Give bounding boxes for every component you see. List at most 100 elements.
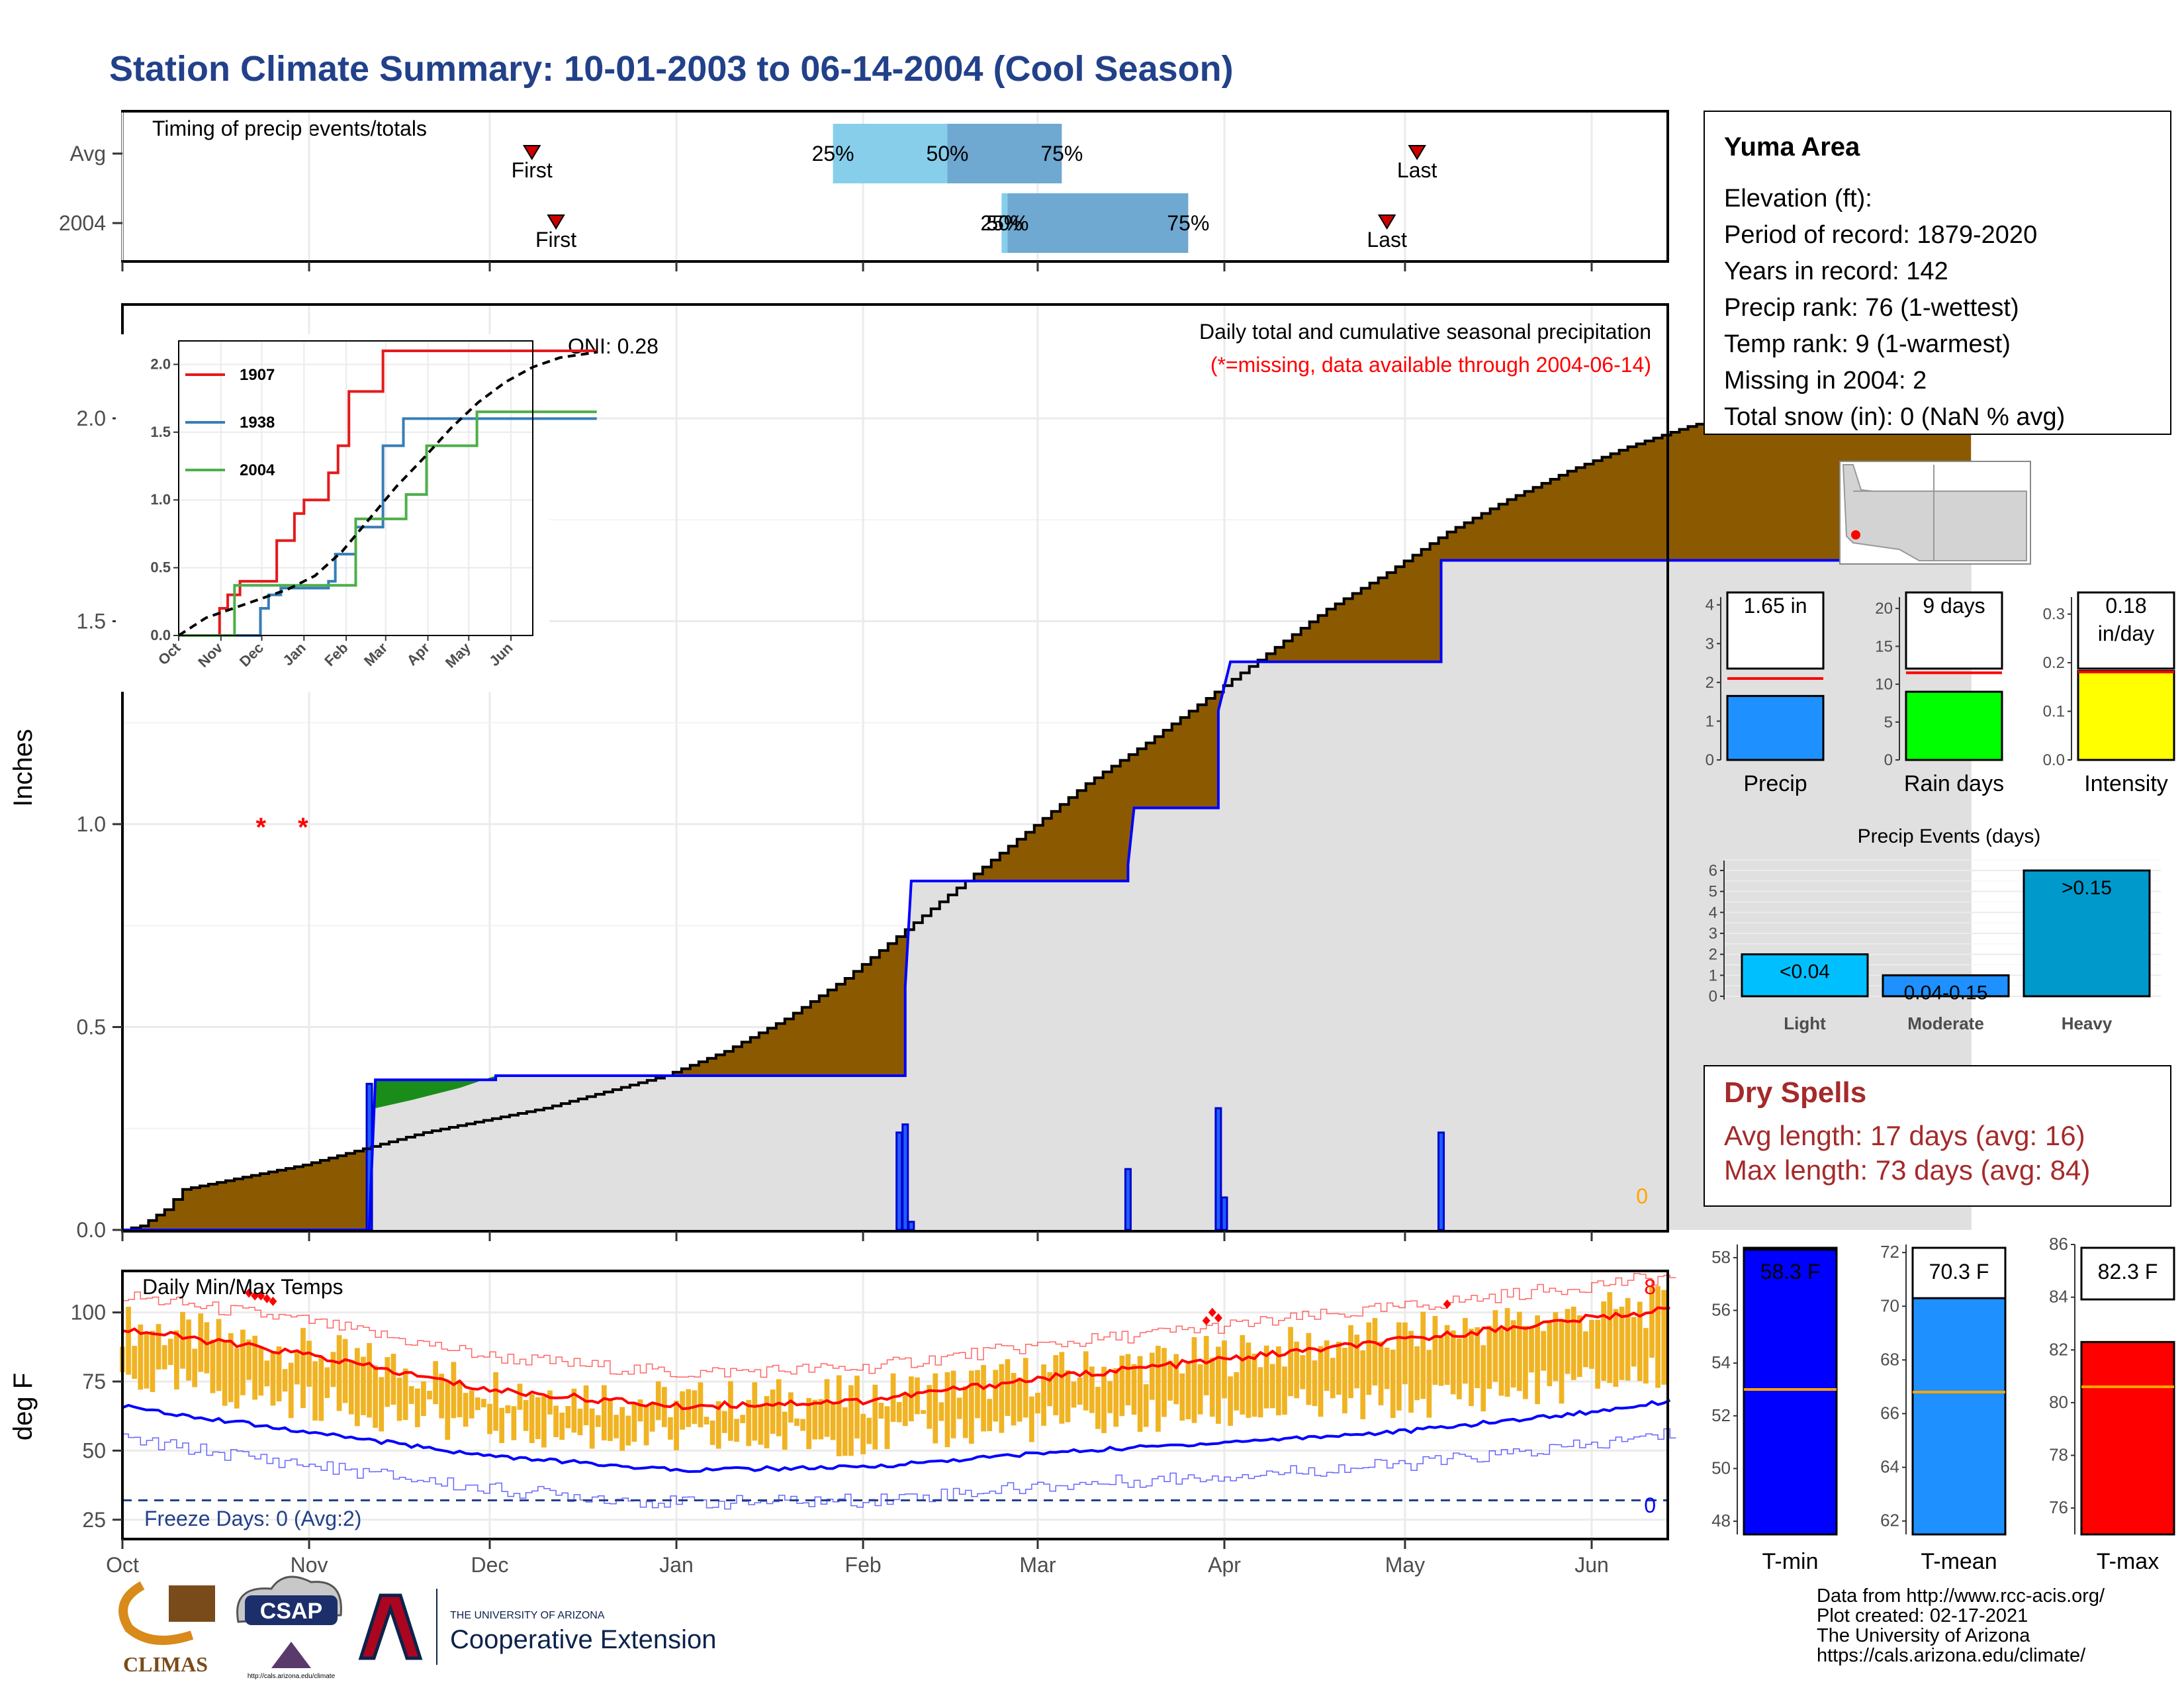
daily-temp-bar: [1475, 1327, 1480, 1389]
record-max-line: [122, 1273, 1676, 1378]
daily-temp-bar: [878, 1403, 884, 1419]
daily-temp-bar: [150, 1331, 156, 1392]
daily-temp-bar: [921, 1410, 926, 1414]
temp-summary-tick-label: 76: [2049, 1497, 2068, 1517]
daily-temp-bar: [541, 1395, 547, 1448]
station-detail-line: Total snow (in): 0 (NaN % avg): [1724, 403, 2065, 431]
daily-precip-bar: [1220, 1196, 1228, 1231]
daily-temp-bar: [246, 1339, 251, 1380]
daily-temp-bar: [1354, 1335, 1360, 1389]
inset-y-tick-label: 0.5: [150, 559, 171, 576]
daily-temp-bar: [1113, 1368, 1119, 1427]
daily-temp-bar: [830, 1401, 836, 1440]
daily-temp-bar: [469, 1390, 475, 1419]
dry-spells-title: Dry Spells: [1724, 1076, 1866, 1109]
daily-temp-bar: [1589, 1320, 1594, 1369]
precip-zero-label: 0: [1636, 1184, 1648, 1208]
daily-temp-bar: [294, 1352, 300, 1385]
temp-summary-tick-label: 52: [1711, 1405, 1731, 1425]
mini-bar-value-text: 9 days: [1923, 594, 1985, 618]
daily-temp-bar: [872, 1384, 878, 1450]
precip-y-tick-label: 0.0: [77, 1218, 106, 1242]
csap-wordmark: CSAP: [260, 1599, 322, 1624]
month-tick-label: Dec: [471, 1553, 509, 1577]
daily-temp-bar: [1276, 1346, 1281, 1416]
daily-temp-bar: [1288, 1327, 1293, 1397]
daily-temp-bar: [1222, 1340, 1227, 1399]
daily-temp-bar: [445, 1381, 451, 1440]
climas-wordmark: CLIMAS: [123, 1652, 208, 1676]
inset-frame: [178, 340, 533, 636]
daily-temp-bar: [1384, 1347, 1390, 1389]
logos: CLIMAS CSAP http://cals.arizona.edu/clim…: [118, 1575, 716, 1680]
daily-temp-bar: [499, 1407, 505, 1444]
climas-logo: CLIMAS: [118, 1581, 215, 1676]
first-event-marker: [547, 214, 565, 230]
daily-temp-bar: [595, 1415, 601, 1427]
daily-temp-bar: [1028, 1396, 1034, 1442]
station-detail-line: Period of record: 1879-2020: [1724, 221, 2037, 249]
daily-temp-bar: [1053, 1355, 1059, 1416]
daily-temp-bar: [1390, 1349, 1396, 1419]
events-category-label: Light: [1784, 1013, 1826, 1033]
credit-line: Plot created: 02-17-2021: [1817, 1605, 2028, 1626]
station-detail-line: Missing in 2004: 2: [1724, 367, 1927, 395]
daily-temp-bar: [1330, 1358, 1336, 1399]
daily-temp-bar: [1649, 1286, 1655, 1358]
mini-bar-tick-label: 3: [1706, 635, 1714, 653]
daily-temp-bar: [1041, 1364, 1046, 1426]
month-tick-label: Feb: [845, 1553, 882, 1577]
temp-summary-bar: [2080, 1340, 2175, 1536]
daily-temp-bar: [1257, 1367, 1263, 1418]
csap-url: http://cals.arizona.edu/climate: [248, 1673, 336, 1680]
daily-temp-bar: [1035, 1393, 1040, 1414]
daily-temp-bar: [535, 1397, 541, 1439]
events-y-tick-label: 0: [1709, 988, 1717, 1006]
daily-temp-bar: [493, 1372, 498, 1431]
dry-spells-max: Max length: 73 days (avg: 84): [1724, 1154, 2090, 1186]
temp-summary-tick-label: 70: [1880, 1295, 1899, 1315]
daily-temp-bar: [451, 1362, 457, 1419]
daily-temp-bar: [752, 1382, 758, 1441]
daily-temp-bar: [1595, 1319, 1600, 1389]
daily-temp-bar: [614, 1415, 619, 1438]
temp-summary-tick-label: 56: [1711, 1300, 1731, 1320]
temp-y-tick-label: 100: [71, 1301, 106, 1325]
daily-temp-bar: [1504, 1308, 1510, 1397]
credits: Data from http://www.rcc-acis.org/Plot c…: [1817, 1585, 2105, 1666]
daily-temp-bar: [602, 1385, 607, 1440]
daily-temp-bar: [186, 1319, 191, 1381]
daily-temp-bar: [782, 1411, 788, 1450]
timing-p50-label: 50%: [986, 211, 1028, 235]
daily-temp-bar: [969, 1370, 974, 1444]
daily-temp-bar: [385, 1357, 390, 1407]
month-tick-label: Jun: [1574, 1553, 1609, 1577]
temp-summary-t-max: 76 78 80 82 84 86 82.3 F T-max: [2049, 1234, 2175, 1574]
daily-temp-bar: [167, 1338, 173, 1366]
mini-bar-intensity: 0.0 0.1 0.2 0.3 0.18 in/day Intensity: [2043, 591, 2175, 796]
daily-temp-bar: [1456, 1338, 1462, 1399]
mini-bar-precip: 0 1 2 3 4 1.65 in Precip: [1706, 591, 1825, 796]
daily-temp-bar: [788, 1392, 794, 1423]
daily-temp-bar: [1576, 1315, 1582, 1378]
timing-row-avg: Avg 25% 50% 75% First Last: [69, 124, 1437, 183]
daily-temp-bar: [938, 1402, 944, 1421]
daily-temp-bar: [1613, 1309, 1619, 1387]
precip-y-axis: 0.0 0.5 1.0 1.5 2.0: [77, 406, 1593, 1242]
temp-plot-frame: [121, 1270, 1669, 1540]
daily-temp-bar: [1565, 1309, 1570, 1374]
daily-temp-bar: [848, 1385, 854, 1456]
season-summary-bars: 0 1 2 3 4 1.65 in Precip 0 5 10 15 20 9 days Rain day…: [1706, 591, 2175, 796]
station-detail-line: Years in record: 142: [1724, 258, 1948, 285]
locator-map: [1839, 461, 2031, 565]
daily-temp-bar: [1107, 1381, 1113, 1413]
daily-temp-bar: [1366, 1322, 1372, 1395]
daily-temp-bar: [204, 1322, 210, 1374]
temp-y-tick-label: 75: [82, 1370, 106, 1393]
daily-temp-bar: [1396, 1322, 1402, 1411]
mini-bar-tick-label: 0.2: [2043, 654, 2065, 672]
daily-temp-bar: [1209, 1358, 1215, 1417]
daily-temp-bar: [354, 1348, 360, 1427]
daily-temp-bar: [559, 1413, 565, 1440]
